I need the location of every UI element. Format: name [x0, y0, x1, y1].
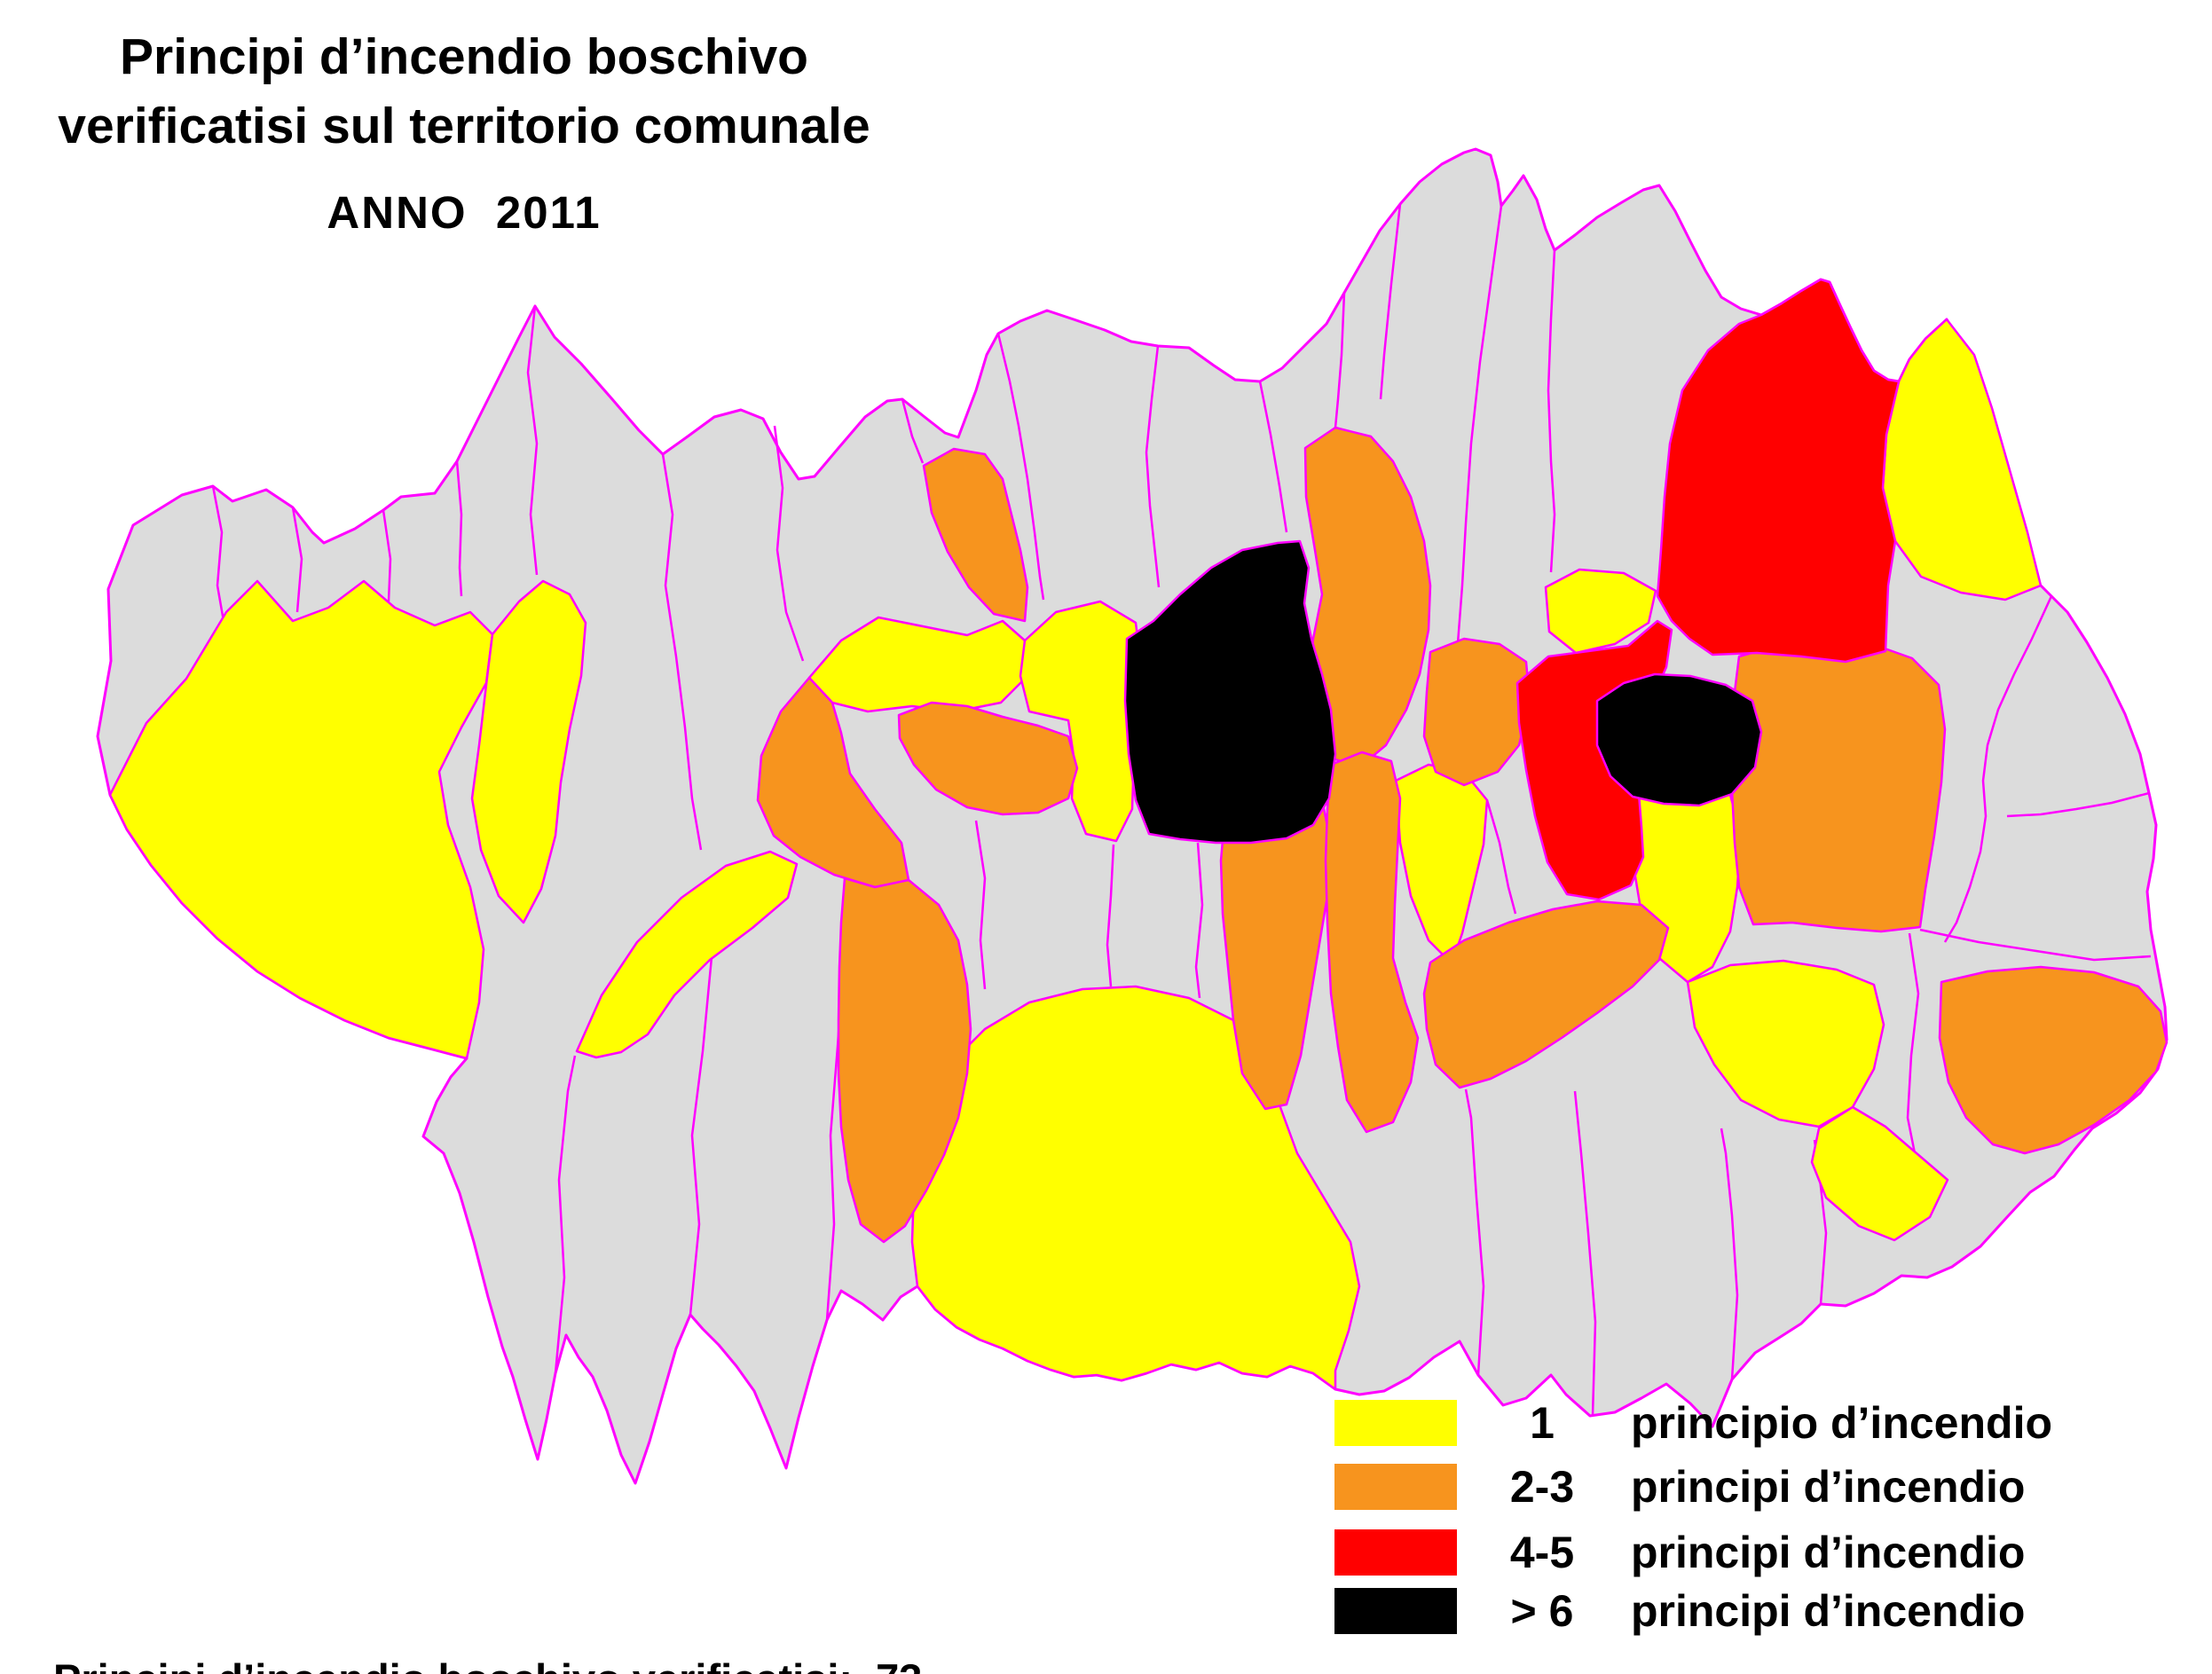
legend-row: > 6 principi d’incendio	[1334, 1586, 2026, 1636]
municipalities-class-gt-6	[1123, 539, 1763, 845]
municipality-1-fire	[108, 579, 494, 1060]
municipality-2-3-fires	[1422, 637, 1531, 787]
legend-row: 1 principio d’incendio	[1334, 1398, 2052, 1448]
municipalities-class-2-3	[756, 426, 2169, 1244]
municipality-2-3-fires	[897, 701, 1079, 816]
municipality-4-5-fires	[1656, 278, 1901, 664]
map-title-line1: Principi d’incendio boschivo	[120, 28, 808, 85]
municipality-gt6-fires	[1595, 672, 1763, 807]
municipality-2-3-fires	[1730, 637, 1947, 933]
municipality-2-3-fires	[837, 876, 972, 1244]
legend-range: 4-5	[1509, 1528, 1575, 1577]
year-label: ANNO 2011	[327, 187, 602, 239]
legend-label: principio d’incendio	[1631, 1398, 2052, 1448]
region-outline	[96, 147, 2169, 1485]
municipality-1-fire	[1544, 568, 1657, 655]
legend-range: 2-3	[1509, 1462, 1575, 1512]
municipality-1-fire	[1810, 1105, 1949, 1242]
legend-swatch-red	[1334, 1529, 1457, 1576]
municipal-border-lines	[211, 203, 2152, 1417]
map-title: Principi d’incendio boschivo verificatis…	[25, 23, 903, 243]
legend-swatch-black	[1334, 1588, 1457, 1634]
municipality-1-fire	[1686, 959, 1885, 1128]
municipalities-class-1	[108, 318, 2043, 1391]
municipality-2-3-fires	[1938, 965, 2169, 1155]
municipality-2-3-fires	[1324, 751, 1420, 1134]
legend-label: principi d’incendio	[1631, 1586, 2026, 1636]
legend-label: principi d’incendio	[1631, 1528, 2026, 1577]
legend-range: 1	[1530, 1398, 1555, 1448]
legend-row: 2-3 principi d’incendio	[1334, 1462, 2026, 1512]
legend-swatch-yellow	[1334, 1400, 1457, 1446]
municipality-1-fire	[1881, 318, 2043, 601]
municipality-gt6-fires	[1123, 539, 1337, 845]
municipality-2-3-fires	[922, 447, 1029, 623]
municipality-1-fire	[1019, 600, 1142, 843]
legend-range: > 6	[1510, 1586, 1574, 1636]
map-title-line2: verificatisi sul territorio comunale	[58, 97, 870, 154]
summary-stats: Principi d’incendio boschivo verificatis…	[53, 1533, 922, 1674]
municipality-1-fire	[575, 850, 799, 1059]
stat-total-fires: Principi d’incendio boschivo verificatis…	[53, 1650, 922, 1674]
legend-swatch-orange	[1334, 1464, 1457, 1510]
municipality-1-fire	[470, 579, 587, 924]
legend-row: 4-5 principi d’incendio	[1334, 1528, 2026, 1577]
legend-label: principi d’incendio	[1631, 1462, 2026, 1512]
municipality-2-3-fires	[1422, 900, 1670, 1089]
